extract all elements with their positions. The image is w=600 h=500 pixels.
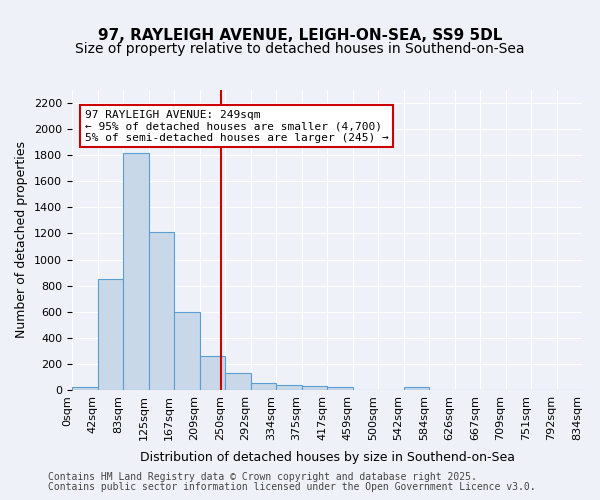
Bar (302, 386, 327, 390)
Bar (327, 388, 353, 390)
Text: 97, RAYLEIGH AVENUE, LEIGH-ON-SEA, SS9 5DL: 97, RAYLEIGH AVENUE, LEIGH-ON-SEA, SS9 5… (98, 28, 502, 42)
Bar (251, 384, 276, 390)
Y-axis label: Number of detached properties: Number of detached properties (16, 142, 28, 338)
Bar (225, 373, 251, 390)
Bar (97, 279, 123, 390)
Bar (174, 312, 199, 390)
Bar (123, 152, 149, 390)
Bar (404, 386, 429, 390)
Bar (72, 386, 97, 390)
Text: Contains public sector information licensed under the Open Government Licence v3: Contains public sector information licen… (48, 482, 536, 492)
Text: Contains HM Land Registry data © Crown copyright and database right 2025.: Contains HM Land Registry data © Crown c… (48, 472, 477, 482)
Text: 97 RAYLEIGH AVENUE: 249sqm
← 95% of detached houses are smaller (4,700)
5% of se: 97 RAYLEIGH AVENUE: 249sqm ← 95% of deta… (85, 110, 389, 143)
Text: Size of property relative to detached houses in Southend-on-Sea: Size of property relative to detached ho… (75, 42, 525, 56)
X-axis label: Distribution of detached houses by size in Southend-on-Sea: Distribution of detached houses by size … (139, 451, 515, 464)
Bar (149, 232, 174, 390)
Bar (199, 356, 225, 390)
Bar (276, 385, 302, 390)
